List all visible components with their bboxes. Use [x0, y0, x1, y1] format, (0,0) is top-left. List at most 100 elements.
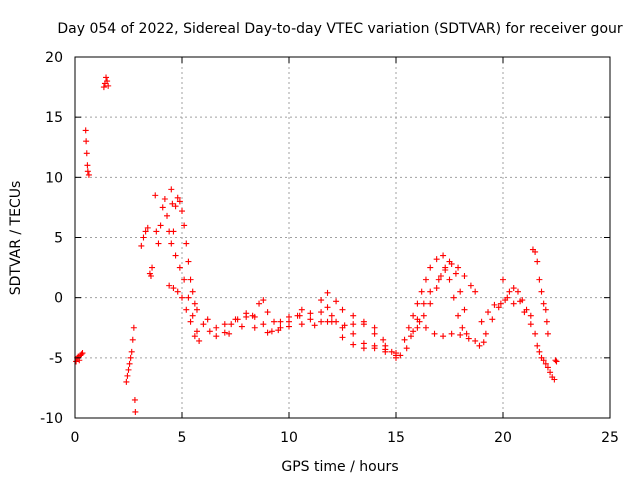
data-point [318, 297, 325, 304]
data-point [130, 324, 137, 331]
y-tick-label: 15 [45, 110, 63, 126]
y-tick-label: 10 [45, 170, 63, 186]
data-point [176, 198, 183, 205]
data-point [73, 358, 80, 365]
y-tick-label: 5 [54, 231, 63, 247]
data-point [532, 248, 539, 255]
data-point [339, 334, 346, 341]
y-tick-label: 0 [54, 291, 63, 307]
data-point [339, 306, 346, 313]
data-point [427, 264, 434, 271]
data-point [251, 313, 258, 320]
data-point [268, 328, 275, 335]
data-point [350, 321, 357, 328]
data-point [83, 138, 90, 145]
data-point [350, 341, 357, 348]
data-point [126, 360, 133, 367]
data-point [161, 195, 168, 202]
data-point [181, 276, 188, 283]
data-point [228, 321, 235, 328]
data-point [169, 200, 176, 207]
data-point [472, 288, 479, 295]
data-point [127, 354, 134, 361]
data-point [553, 358, 560, 365]
data-point [420, 312, 427, 319]
data-point [328, 318, 335, 325]
data-point [149, 264, 156, 271]
data-point [179, 294, 185, 301]
data-point [206, 328, 213, 335]
data-point [105, 82, 112, 89]
data-point [125, 366, 132, 373]
data-point [536, 348, 543, 355]
data-point [405, 324, 412, 331]
data-point [478, 318, 485, 325]
x-tick-label: 20 [494, 430, 512, 446]
data-point [371, 342, 378, 349]
data-point [260, 297, 267, 304]
data-point [103, 74, 110, 81]
data-point [131, 396, 138, 403]
data-point [168, 240, 175, 247]
data-point [170, 228, 177, 235]
data-point [187, 318, 194, 325]
data-point [318, 309, 325, 316]
data-point [446, 276, 453, 283]
data-point [83, 150, 90, 157]
data-point [544, 364, 551, 371]
data-point [420, 300, 427, 307]
data-point [168, 186, 175, 193]
data-point [152, 192, 159, 199]
x-tick-label: 5 [178, 430, 187, 446]
data-point [542, 360, 549, 367]
data-point [461, 306, 468, 313]
data-point [422, 324, 429, 331]
data-point [138, 242, 145, 249]
data-point [176, 264, 183, 271]
data-point [482, 330, 489, 337]
data-point [480, 339, 487, 346]
data-point [489, 316, 496, 323]
data-point [84, 168, 91, 175]
data-point [534, 342, 541, 349]
data-point [440, 252, 447, 259]
data-point [547, 369, 554, 376]
data-point [427, 288, 434, 295]
data-point [328, 312, 335, 319]
data-point [552, 357, 559, 364]
data-point [193, 306, 200, 313]
y-tick-label: -5 [49, 351, 63, 367]
x-axis-label: GPS time / hours [281, 459, 398, 475]
data-point [551, 376, 558, 383]
data-point [271, 318, 278, 325]
data-point [260, 321, 267, 328]
data-point [476, 342, 483, 349]
data-point [437, 273, 444, 280]
data-point [221, 329, 228, 336]
data-point [459, 324, 466, 331]
data-point [172, 252, 179, 259]
data-point [318, 318, 325, 325]
y-axis-label: SDTVAR / TECUs [8, 181, 24, 296]
data-point [183, 306, 190, 313]
data-point [256, 300, 263, 307]
data-point [410, 328, 417, 335]
data-point [433, 285, 440, 292]
data-point [435, 276, 442, 283]
data-point [185, 294, 192, 301]
data-point [542, 306, 549, 313]
data-point [371, 324, 378, 331]
data-point [497, 300, 504, 307]
data-points [73, 74, 560, 415]
data-point [174, 288, 181, 295]
gridlines [75, 57, 610, 418]
data-point [510, 300, 517, 307]
data-point [514, 288, 521, 295]
data-point [455, 312, 462, 319]
data-point [534, 258, 541, 265]
data-point [157, 222, 164, 229]
data-point [333, 298, 340, 305]
data-point [360, 345, 367, 352]
data-point [339, 324, 346, 331]
data-point [510, 285, 517, 292]
